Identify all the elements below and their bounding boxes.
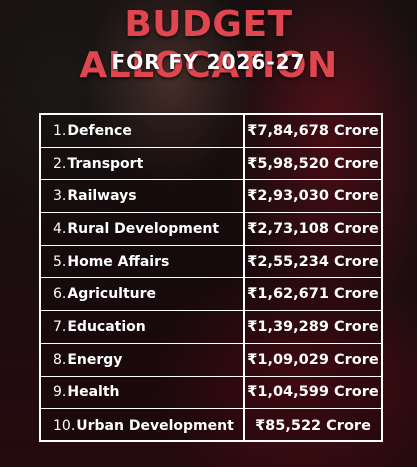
amount-cell: ₹1,39,289 Crore	[247, 318, 379, 335]
sector-name: Urban Development	[76, 417, 234, 434]
table-row: 7. Education ₹1,39,289 Crore	[41, 311, 381, 344]
sector-cell: 6. Agriculture	[41, 278, 245, 311]
sector-cell: 1. Defence	[41, 115, 245, 147]
table-row: 8. Energy ₹1,09,029 Crore	[41, 343, 381, 377]
sector-cell: 10. Urban Development	[41, 409, 245, 442]
row-number: 3.	[53, 188, 67, 205]
table-row: 10. Urban Development ₹85,522 Crore	[41, 409, 381, 442]
sector-cell: 3. Railways	[41, 180, 245, 213]
table-row: 6. Agriculture ₹1,62,671 Crore	[41, 278, 381, 312]
sector-cell: 4. Rural Development	[41, 213, 245, 245]
amount-cell: ₹1,62,671 Crore	[247, 286, 379, 303]
sector-name: Railways	[67, 188, 137, 205]
page-title: BUDGET ALLOCATION	[79, 4, 338, 86]
amount-cell: ₹5,98,520 Crore	[247, 155, 379, 172]
row-number: 6.	[53, 286, 67, 303]
sector-name: Education	[67, 318, 146, 335]
table-row: 2. Transport ₹5,98,520 Crore	[41, 147, 381, 181]
row-number: 1.	[53, 122, 67, 139]
sector-name: Agriculture	[67, 286, 157, 303]
table-row: 3. Railways ₹2,93,030 Crore	[41, 180, 381, 214]
sector-cell: 8. Energy	[41, 343, 245, 376]
sector-cell: 9. Health	[41, 376, 245, 409]
row-number: 8.	[53, 351, 67, 368]
table-row: 1. Defence ₹7,84,678 Crore	[41, 115, 381, 148]
amount-cell: ₹2,73,108 Crore	[247, 220, 379, 237]
row-number: 9.	[53, 384, 67, 401]
table-row: 4. Rural Development ₹2,73,108 Crore	[41, 213, 381, 246]
sector-name: Transport	[67, 155, 144, 172]
sector-name: Home Affairs	[67, 253, 170, 270]
sector-cell: 2. Transport	[41, 147, 245, 180]
sector-name: Defence	[67, 122, 132, 139]
sector-name: Energy	[67, 351, 123, 368]
sector-cell: 7. Education	[41, 311, 245, 343]
amount-cell: ₹1,09,029 Crore	[247, 351, 379, 368]
amount-cell: ₹2,55,234 Crore	[247, 253, 379, 270]
row-number: 4.	[53, 220, 67, 237]
page-subtitle: FOR FY 2026-27	[111, 50, 306, 74]
row-number: 10.	[53, 417, 76, 434]
sector-name: Rural Development	[67, 220, 220, 237]
sector-cell: 5. Home Affairs	[41, 245, 245, 278]
table-row: 9. Health ₹1,04,599 Crore	[41, 376, 381, 410]
sector-name: Health	[67, 384, 120, 401]
amount-cell: ₹7,84,678 Crore	[247, 122, 379, 139]
amount-cell: ₹1,04,599 Crore	[247, 384, 379, 401]
amount-cell: ₹2,93,030 Crore	[247, 188, 379, 205]
row-number: 7.	[53, 318, 67, 335]
row-number: 5.	[53, 253, 67, 270]
table-row: 5. Home Affairs ₹2,55,234 Crore	[41, 245, 381, 279]
budget-table: 1. Defence ₹7,84,678 Crore 2. Transport ₹5…	[39, 113, 383, 442]
amount-cell: ₹85,522 Crore	[255, 417, 371, 434]
row-number: 2.	[53, 155, 67, 172]
